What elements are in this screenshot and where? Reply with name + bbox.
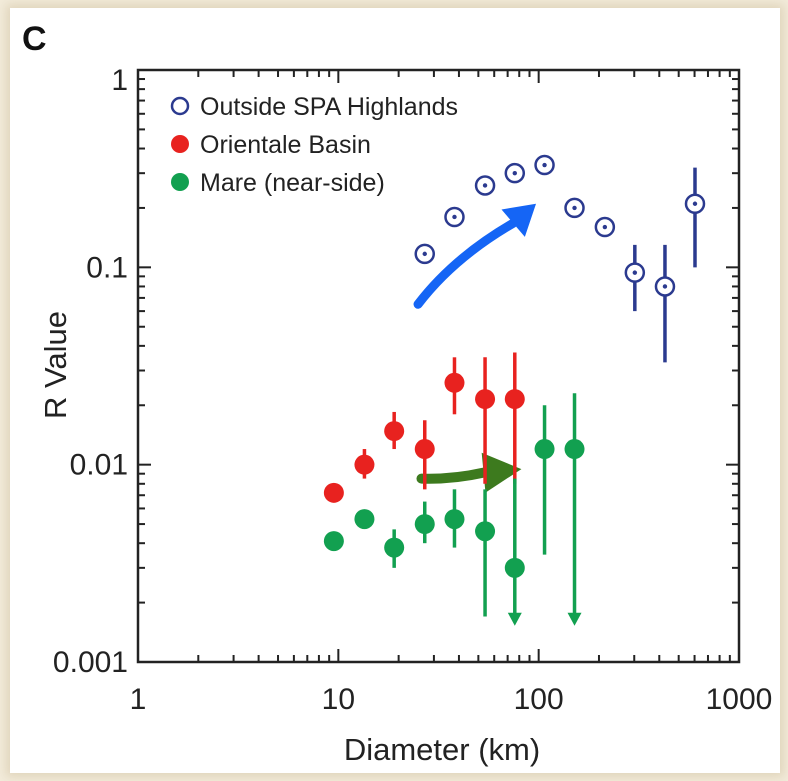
data-point xyxy=(414,514,435,535)
x-tick-label: 1000 xyxy=(706,683,773,716)
data-point-center xyxy=(422,251,427,257)
annotation-arrow-head xyxy=(481,452,522,493)
data-point xyxy=(384,537,405,558)
annotation-arrow-shaft xyxy=(413,218,518,309)
series-mare-near-side xyxy=(323,393,585,626)
data-point xyxy=(354,509,375,530)
data-point-center xyxy=(602,224,608,230)
annotation-arrow-head xyxy=(501,203,537,237)
data-point xyxy=(354,454,375,475)
panel-letter: C xyxy=(22,20,47,58)
y-tick-label: 0.001 xyxy=(53,646,128,679)
data-point-center xyxy=(572,205,577,211)
data-point xyxy=(444,372,465,393)
data-point xyxy=(534,439,555,460)
data-point xyxy=(323,482,344,503)
data-point-center xyxy=(662,284,668,289)
y-axis-title: R Value xyxy=(38,311,73,419)
data-point-center xyxy=(542,162,547,168)
data-point xyxy=(475,521,496,542)
data-point-center xyxy=(692,201,698,206)
legend-label: Mare (near-side) xyxy=(200,169,385,197)
chart: C 1 10 100 1000 1 0.1 0.01 0.001 Outside SPA Hig… xyxy=(22,20,773,767)
data-point-center xyxy=(512,170,517,176)
legend: Outside SPA Highlands Orientale Basin Mare… xyxy=(170,93,458,197)
data-point xyxy=(444,509,465,530)
legend-marker xyxy=(171,173,189,191)
data-point xyxy=(323,531,344,552)
upper-limit-arrow xyxy=(507,612,522,626)
y-tick-label: 1 xyxy=(111,64,128,97)
figure-frame: C 1 10 100 1000 1 0.1 0.01 0.001 Outside SPA Hig… xyxy=(10,8,780,773)
legend-marker xyxy=(170,96,190,116)
data-point xyxy=(504,389,525,410)
data-point-center xyxy=(482,183,488,188)
series-orientale-basin xyxy=(323,352,525,503)
data-point xyxy=(475,389,496,410)
series-outside-spa-highlands xyxy=(414,154,706,363)
data-point xyxy=(384,421,405,442)
legend-label: Outside SPA Highlands xyxy=(200,93,458,121)
data-point xyxy=(504,557,525,578)
plot-frame xyxy=(136,68,741,664)
data-point-center xyxy=(452,214,457,220)
data-point xyxy=(414,439,435,460)
legend-marker xyxy=(171,135,189,153)
annotation-arrow-shaft xyxy=(416,467,489,484)
x-tick-label: 10 xyxy=(322,683,355,716)
data-point-center xyxy=(632,270,638,275)
legend-label: Orientale Basin xyxy=(200,131,371,159)
data-point xyxy=(564,439,585,460)
y-tick-label: 0.01 xyxy=(70,449,128,482)
upper-limit-arrow xyxy=(567,612,582,626)
y-tick-label: 0.1 xyxy=(86,251,128,284)
x-axis-title: Diameter (km) xyxy=(344,732,540,767)
x-tick-label: 1 xyxy=(130,683,147,716)
x-tick-label: 100 xyxy=(514,683,564,716)
